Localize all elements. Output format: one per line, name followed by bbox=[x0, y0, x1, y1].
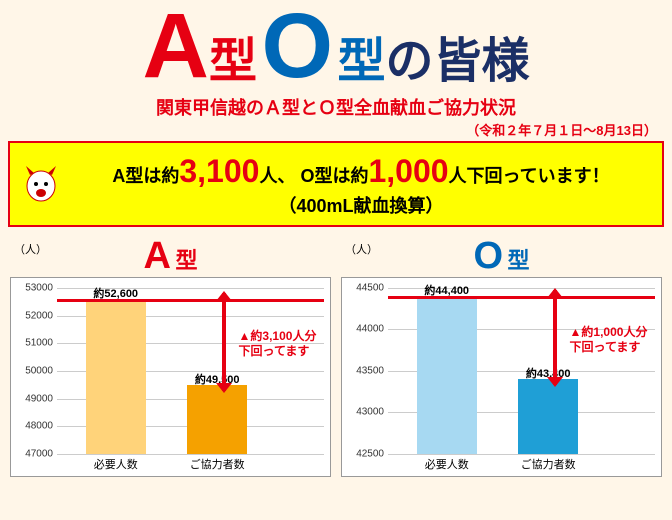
shortfall-note: ▲約3,100人分下回ってます bbox=[239, 329, 317, 360]
alert-line2: （400mL献血換算） bbox=[70, 194, 652, 219]
alert-box: A型は約3,100人、 O型は約1,000人下回っています！ （400mL献血換… bbox=[8, 141, 664, 227]
y-tick: 42500 bbox=[344, 448, 384, 459]
chart-o-box: 42500 43000 43500 44000 44500 約44,400 必要人数 約43,… bbox=[341, 277, 662, 477]
chart-a-box: 47000 48000 49000 50000 51000 52000 53000 約52,6… bbox=[10, 277, 331, 477]
need-line bbox=[57, 299, 324, 302]
y-tick: 48000 bbox=[13, 421, 53, 432]
chart-a-title: A 型 bbox=[10, 237, 331, 275]
alert-pre-a: A型は約 bbox=[112, 166, 179, 186]
chart-o-title-big: O bbox=[473, 235, 503, 277]
alert-num-o: 1,000 bbox=[368, 153, 448, 189]
y-tick: 53000 bbox=[13, 282, 53, 293]
chart-a-title-big: A bbox=[144, 235, 171, 277]
alert-mid: 人、 O型は約 bbox=[259, 166, 368, 186]
y-tick: 50000 bbox=[13, 365, 53, 376]
shortfall-l2: 下回ってます bbox=[239, 344, 310, 358]
alert-line1: A型は約3,100人、 O型は約1,000人下回っています！ bbox=[70, 149, 652, 194]
bar-got: 約49,500 bbox=[187, 385, 247, 454]
need-line bbox=[388, 296, 655, 299]
shortfall-l2: 下回ってます bbox=[570, 340, 641, 354]
shortfall-l1: ▲約1,000人分 bbox=[570, 325, 648, 339]
chart-o-title: O 型 bbox=[341, 237, 662, 275]
x-tick: 必要人数 bbox=[407, 456, 487, 472]
y-tick: 51000 bbox=[13, 338, 53, 349]
alert-text: A型は約3,100人、 O型は約1,000人下回っています！ （400mL献血換… bbox=[70, 149, 652, 219]
y-tick: 47000 bbox=[13, 448, 53, 459]
chart-o: （人） O 型 42500 43000 43500 44000 44500 約44,400… bbox=[341, 237, 662, 477]
alert-num-a: 3,100 bbox=[179, 153, 259, 189]
shortfall-note: ▲約1,000人分下回ってます bbox=[570, 325, 648, 356]
chart-a-title-sm: 型 bbox=[175, 248, 197, 273]
bar-need: 約52,600 bbox=[86, 299, 146, 454]
subtitle: 関東甲信越のＡ型とＯ型全血献血ご協力状況 bbox=[0, 94, 672, 120]
headline-O: O bbox=[261, 0, 333, 97]
headline-suffix: の皆様 bbox=[385, 35, 529, 88]
shortfall-arrow bbox=[217, 299, 231, 385]
bar-need: 約44,400 bbox=[417, 296, 477, 454]
y-tick: 43500 bbox=[344, 365, 384, 376]
headline-gata1: 型 bbox=[209, 35, 257, 88]
x-tick: ご協力者数 bbox=[508, 456, 588, 472]
y-unit-o: （人） bbox=[345, 241, 378, 257]
date-note: （令和２年７月１日～8月13日） bbox=[0, 120, 672, 141]
shortfall-l1: ▲約3,100人分 bbox=[239, 329, 317, 343]
chart-o-title-sm: 型 bbox=[508, 248, 530, 273]
y-tick: 52000 bbox=[13, 310, 53, 321]
x-tick: 必要人数 bbox=[76, 456, 156, 472]
page: A型 O 型の皆様 関東甲信越のＡ型とＯ型全血献血ご協力状況 （令和２年７月１日… bbox=[0, 0, 672, 520]
chart-a: （人） A 型 47000 48000 49000 50000 51000 52000 53… bbox=[10, 237, 331, 477]
shortfall-arrow bbox=[548, 296, 562, 379]
bar-got: 約43,400 bbox=[518, 379, 578, 454]
x-tick: ご協力者数 bbox=[177, 456, 257, 472]
headline-A: A bbox=[143, 0, 209, 97]
headline: A型 O 型の皆様 bbox=[0, 0, 672, 94]
y-tick: 43000 bbox=[344, 407, 384, 418]
y-tick: 44500 bbox=[344, 282, 384, 293]
y-tick: 44000 bbox=[344, 324, 384, 335]
alert-post: 人下回っています！ bbox=[449, 166, 610, 186]
charts-row: （人） A 型 47000 48000 49000 50000 51000 52000 53… bbox=[0, 227, 672, 487]
headline-gata2: 型 bbox=[337, 35, 385, 88]
y-unit-a: （人） bbox=[14, 241, 47, 257]
y-tick: 49000 bbox=[13, 393, 53, 404]
mascot-icon bbox=[20, 163, 62, 205]
